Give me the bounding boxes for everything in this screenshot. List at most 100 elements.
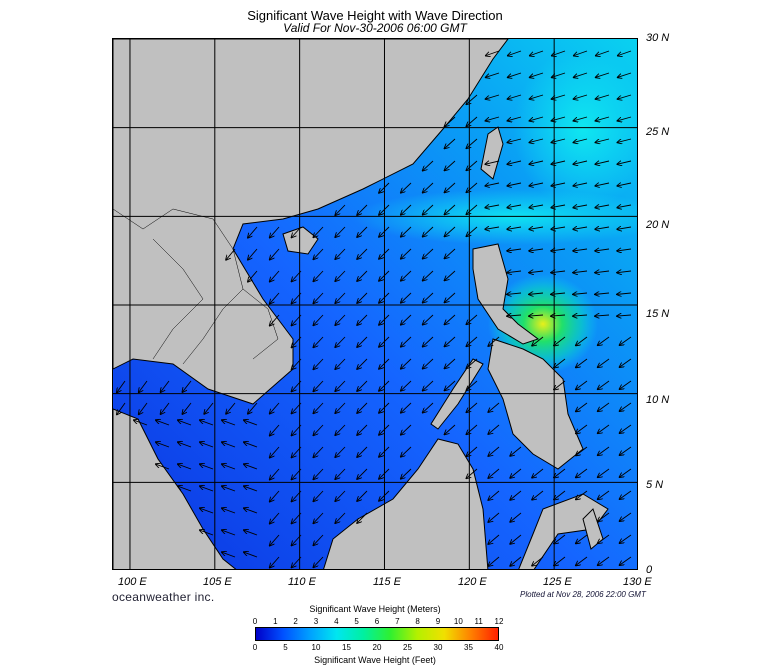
direction-arrow [598,556,610,565]
direction-arrow [530,94,544,99]
direction-arrow [156,464,170,470]
direction-arrow [445,182,456,192]
direction-arrow [335,446,346,457]
lon-label-125e: 125 E [543,576,572,588]
direction-arrow [270,556,280,568]
direction-arrow [401,446,412,457]
direction-arrow [573,227,588,229]
direction-arrow [313,534,324,545]
direction-arrow [507,293,522,294]
direction-arrow [485,227,500,229]
direction-arrow [617,183,632,186]
lon-label-130e: 130 E [623,576,652,588]
direction-arrow [244,486,258,492]
direction-arrow [532,468,544,478]
colorbar-title-meters: Significant Wave Height (Meters) [309,604,441,614]
direction-arrow [379,314,390,325]
direction-arrow [313,292,324,303]
direction-arrow [466,182,478,192]
direction-arrow [401,292,412,303]
direction-arrow [510,446,522,456]
direction-arrow [222,552,236,558]
direction-arrow [488,534,500,544]
direction-arrow [620,512,632,521]
direction-arrow [488,512,500,522]
direction-arrow [554,556,566,566]
direction-arrow [620,468,632,477]
direction-arrow [466,380,478,390]
direction-arrow [292,402,302,413]
direction-arrow [379,226,390,237]
direction-arrow [357,336,368,347]
direction-arrow [445,424,456,434]
direction-arrow [248,402,258,414]
direction-arrow [617,138,632,142]
direction-arrow [244,508,258,514]
feet-tick: 10 [311,643,321,652]
direction-arrow [335,204,346,215]
direction-arrow [554,468,566,478]
direction-arrow [596,50,610,56]
direction-arrow [554,380,566,390]
direction-arrow [488,336,500,346]
direction-arrow [551,249,566,251]
direction-arrow [401,226,412,237]
direction-arrow [617,271,632,273]
direction-arrow [292,534,302,545]
direction-arrow [379,248,390,259]
direction-arrow [573,249,588,251]
direction-arrow [423,160,434,171]
direction-arrow [335,490,346,501]
direction-arrow [270,512,280,524]
direction-arrow [595,138,610,142]
direction-arrow [357,292,368,303]
direction-arrow [292,490,302,501]
direction-arrow [401,402,412,413]
direction-arrow [313,336,324,347]
direction-arrow [529,138,544,142]
direction-arrow [182,380,192,392]
direction-arrow [200,486,214,492]
direction-arrow [445,292,456,302]
direction-arrow [617,227,632,229]
direction-arrow [507,205,522,208]
direction-arrow [335,314,346,325]
feet-tick: 15 [342,643,351,652]
direction-arrow [573,293,588,294]
direction-arrow [445,138,456,148]
direction-arrow [510,490,522,500]
direction-arrow [617,293,632,294]
feet-tick: 35 [464,643,473,652]
direction-arrow [488,556,500,566]
direction-arrow [270,314,280,326]
direction-arrow [530,116,544,121]
direction-arrow [139,402,148,414]
direction-arrow [292,380,302,391]
direction-arrow [244,464,258,470]
direction-arrow [551,161,566,164]
direction-arrow [445,380,456,390]
direction-arrow [313,468,324,479]
direction-arrow [423,292,434,303]
direction-arrow [552,116,566,121]
direction-arrow [357,204,368,215]
direction-arrow [598,402,610,411]
direction-arrow [532,556,544,566]
direction-arrow [573,315,588,316]
direction-arrow [292,556,302,567]
direction-arrow [270,270,280,282]
direction-arrow [574,116,588,121]
direction-arrow [379,424,390,435]
direction-arrow [423,314,434,325]
direction-arrow [445,226,456,236]
direction-arrow [313,424,324,435]
direction-arrow [270,402,280,414]
lat-label-25n: 25 N [646,126,670,138]
direction-arrow [617,249,632,251]
direction-arrow [292,424,302,435]
map-title: Significant Wave Height with Wave Direct… [247,8,503,23]
direction-arrow [466,116,478,126]
direction-arrow [139,380,148,392]
direction-arrow [222,486,236,492]
direction-arrow [466,358,478,368]
